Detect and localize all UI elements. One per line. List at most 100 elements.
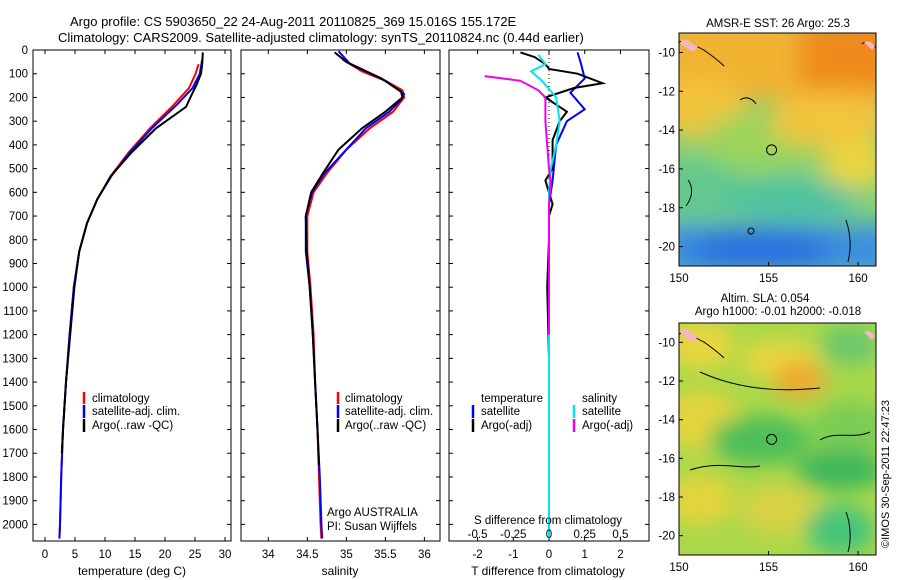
series-salinity-argo-raw-qc- <box>304 51 404 466</box>
x-tick-label: 1 <box>582 549 588 561</box>
x-tick-label: -2 <box>472 549 482 561</box>
sst-map-title: AMSR-E SST: 26 Argo: 25.3 <box>706 18 850 30</box>
map-y-tick-label: -10 <box>658 47 675 59</box>
map-y-tick-label: -20 <box>658 531 675 543</box>
map-y-tick-label: -10 <box>658 337 675 349</box>
legend-label-t-argo: Argo(-adj) <box>481 420 532 432</box>
x-tick-label: 0 <box>546 549 552 561</box>
difference-legend-salinity: salinity satellite Argo(-adj) <box>572 393 633 432</box>
series-layer <box>58 50 607 539</box>
y-tick-label: 200 <box>9 92 28 104</box>
t-difference-xlabel: T difference from climatology <box>471 564 625 578</box>
y-tick-label: 0 <box>22 45 28 57</box>
x-tick-label: 34.5 <box>296 549 318 561</box>
map-y-tick-label: -14 <box>658 125 675 137</box>
s-tick-label: -0.5 <box>468 529 488 541</box>
x-tick-label: 0 <box>42 549 48 561</box>
y-tick-label: 1500 <box>2 401 28 413</box>
legend-label-argo: Argo(..raw -QC) <box>345 420 426 432</box>
map-y-tick-label: -16 <box>658 453 675 465</box>
sla-land <box>681 329 875 342</box>
series-salinity-climatology <box>306 58 406 539</box>
y-tick-label: 1200 <box>2 330 28 342</box>
y-tick-label: 1600 <box>2 425 28 437</box>
map-y-tick-label: -16 <box>658 164 675 176</box>
float-pi-label: PI: Susan Wijffels <box>327 521 417 533</box>
x-tick-label: 30 <box>219 549 232 561</box>
y-tick-label: 1300 <box>2 353 28 365</box>
y-tick-label: 600 <box>9 187 28 199</box>
legend-heading-temperature: temperature <box>481 393 543 405</box>
header-subtitle: Climatology: CARS2009. Satellite-adjuste… <box>58 30 584 45</box>
x-tick-label: 20 <box>159 549 172 561</box>
series-temperature-argo-raw-qc- <box>60 52 204 454</box>
series-difference-t-satellite <box>548 52 587 539</box>
legend-label-satellite: satellite-adj. clim. <box>92 406 180 418</box>
series-salinity-satellite-adj-clim- <box>304 50 406 539</box>
y-tick-label: 300 <box>9 116 28 128</box>
series-temperature-climatology <box>58 63 200 539</box>
map-x-tick-label: 155 <box>759 273 778 285</box>
series-temperature-satellite-adj-clim- <box>58 59 204 539</box>
s-tick-label: 0 <box>546 529 552 541</box>
x-tick-label: 5 <box>72 549 78 561</box>
map-x-tick-label: 150 <box>669 562 688 574</box>
imos-stamp: ©IMOS 30-Sep-2011 22:47:23 <box>880 400 892 548</box>
legend-label-s-argo: Argo(-adj) <box>582 420 633 432</box>
legend-label-s-satellite: satellite <box>582 406 621 418</box>
x-tick-label: 34 <box>262 549 275 561</box>
y-tick-label: 400 <box>9 140 28 152</box>
sst-map-field <box>679 33 876 266</box>
x-tick-label: -1 <box>508 549 518 561</box>
legend-label-climatology: climatology <box>345 393 403 405</box>
float-position-marker <box>766 144 778 156</box>
map-y-tick-label: -18 <box>658 203 675 215</box>
y-tick-label: 700 <box>9 211 28 223</box>
x-tick-label: 36 <box>418 549 431 561</box>
sla-map-title-1: Altim. SLA: 0.054 <box>721 293 810 305</box>
sla-map-field <box>679 323 876 555</box>
y-tick-label: 1700 <box>2 448 28 460</box>
s-difference-xlabel: S difference from climatology <box>474 515 622 527</box>
y-tick-label: 1800 <box>2 472 28 484</box>
x-tick-label: 25 <box>189 549 202 561</box>
temperature-xlabel: temperature (deg C) <box>78 564 186 578</box>
s-tick-label: 0.5 <box>612 529 628 541</box>
salinity-xlabel: salinity <box>322 564 359 578</box>
map-y-tick-label: -12 <box>658 376 675 388</box>
map-y-tick-label: -20 <box>658 242 675 254</box>
legend-label-satellite: satellite-adj. clim. <box>345 406 433 418</box>
axes-layer: 0100200300400500600700800900100011001200… <box>2 45 649 561</box>
difference-legend-temperature: temperature satellite Argo(-adj) <box>471 393 543 432</box>
s-difference-ticks: -0.5 -0.25 0 0.25 0.5 <box>468 529 629 541</box>
series-difference-s-argo-adj- <box>484 75 552 335</box>
y-tick-label: 1000 <box>2 282 28 294</box>
sla-map-frame <box>678 322 877 556</box>
x-tick-label: 35 <box>340 549 353 561</box>
y-tick-label: 1900 <box>2 496 28 508</box>
temperature-legend: climatology satellite-adj. clim. Argo(..… <box>82 392 180 432</box>
map-y-tick-label: -14 <box>658 415 675 427</box>
sst-map-frame <box>678 32 877 267</box>
map-y-tick-label: -12 <box>658 86 675 98</box>
salinity-panel-frame <box>240 49 441 542</box>
temperature-panel-frame <box>32 49 232 542</box>
x-tick-label: 2 <box>617 549 623 561</box>
legend-heading-salinity: salinity <box>582 393 617 405</box>
float-position-marker <box>766 433 778 445</box>
y-tick-label: 100 <box>9 69 28 81</box>
y-tick-label: 800 <box>9 235 28 247</box>
s-tick-label: -0.25 <box>500 529 526 541</box>
y-tick-label: 1400 <box>2 377 28 389</box>
map-x-tick-label: 160 <box>848 273 867 285</box>
map-x-tick-label: 160 <box>848 562 867 574</box>
x-tick-label: 35.5 <box>374 549 396 561</box>
map-x-tick-label: 150 <box>669 273 688 285</box>
y-tick-label: 1100 <box>3 306 28 318</box>
y-tick-label: 900 <box>9 258 28 270</box>
map-x-tick-label: 155 <box>759 562 778 574</box>
legend-label-argo: Argo(..raw -QC) <box>92 420 173 432</box>
x-tick-label: 15 <box>129 549 142 561</box>
y-tick-label: 2000 <box>2 519 28 531</box>
